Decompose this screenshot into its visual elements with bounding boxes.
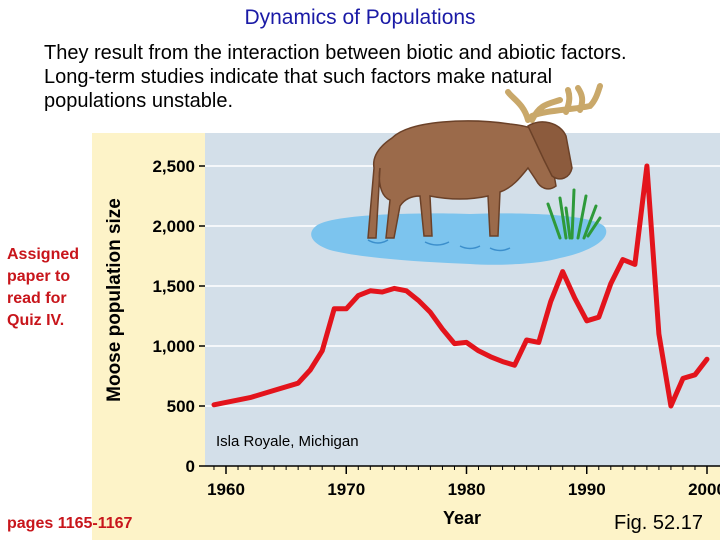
figure-reference: Fig. 52.17: [614, 512, 703, 534]
x-tick-label-2000: 2000: [688, 480, 720, 499]
pages-note: pages 1165-1167: [7, 515, 133, 532]
intro-text-line-1: They result from the interaction between…: [44, 42, 627, 64]
y-tick-label-1500: 1,500: [152, 277, 195, 296]
water-ripples: [367, 239, 511, 252]
annotation-isla-royale: Isla Royale, Michigan: [216, 433, 359, 450]
assigned-paper-note: Assigned paper to read for Quiz IV.: [7, 244, 97, 332]
x-tick-label-1990: 1990: [568, 480, 606, 499]
grass-tuft-illustration: [546, 188, 602, 240]
assigned-note-line-2: paper to: [7, 268, 71, 285]
y-tick-label-500: 500: [167, 397, 195, 416]
x-tick-label-1980: 1980: [448, 480, 486, 499]
assigned-note-line-3: read for: [7, 290, 67, 307]
x-tick-label-1960: 1960: [207, 480, 245, 499]
tick-labels: 0 500 1,000 1,500 2,000 2,500 1960 1970 1980 1990…: [152, 157, 720, 499]
y-tick-label-1000: 1,000: [152, 337, 195, 356]
assigned-note-line-4: Quiz IV.: [7, 312, 65, 329]
y-axis-label: Moose population size: [104, 198, 125, 402]
x-axis-label: Year: [443, 508, 481, 528]
water-puddle-illustration: [311, 213, 607, 265]
axes: [199, 165, 720, 474]
moose-illustration: [367, 83, 603, 239]
y-tick-label-2500: 2,500: [152, 157, 195, 176]
slide-title: Dynamics of Populations: [244, 6, 476, 29]
series-line-moose-population: [211, 163, 710, 409]
y-tick-label-0: 0: [186, 457, 195, 476]
y-tick-label-2000: 2,000: [152, 217, 195, 236]
x-tick-label-1970: 1970: [327, 480, 365, 499]
intro-text-line-2: Long-term studies indicate that such fac…: [44, 66, 553, 88]
assigned-note-line-1: Assigned: [7, 246, 80, 263]
intro-text-line-3: populations unstable.: [44, 90, 234, 112]
